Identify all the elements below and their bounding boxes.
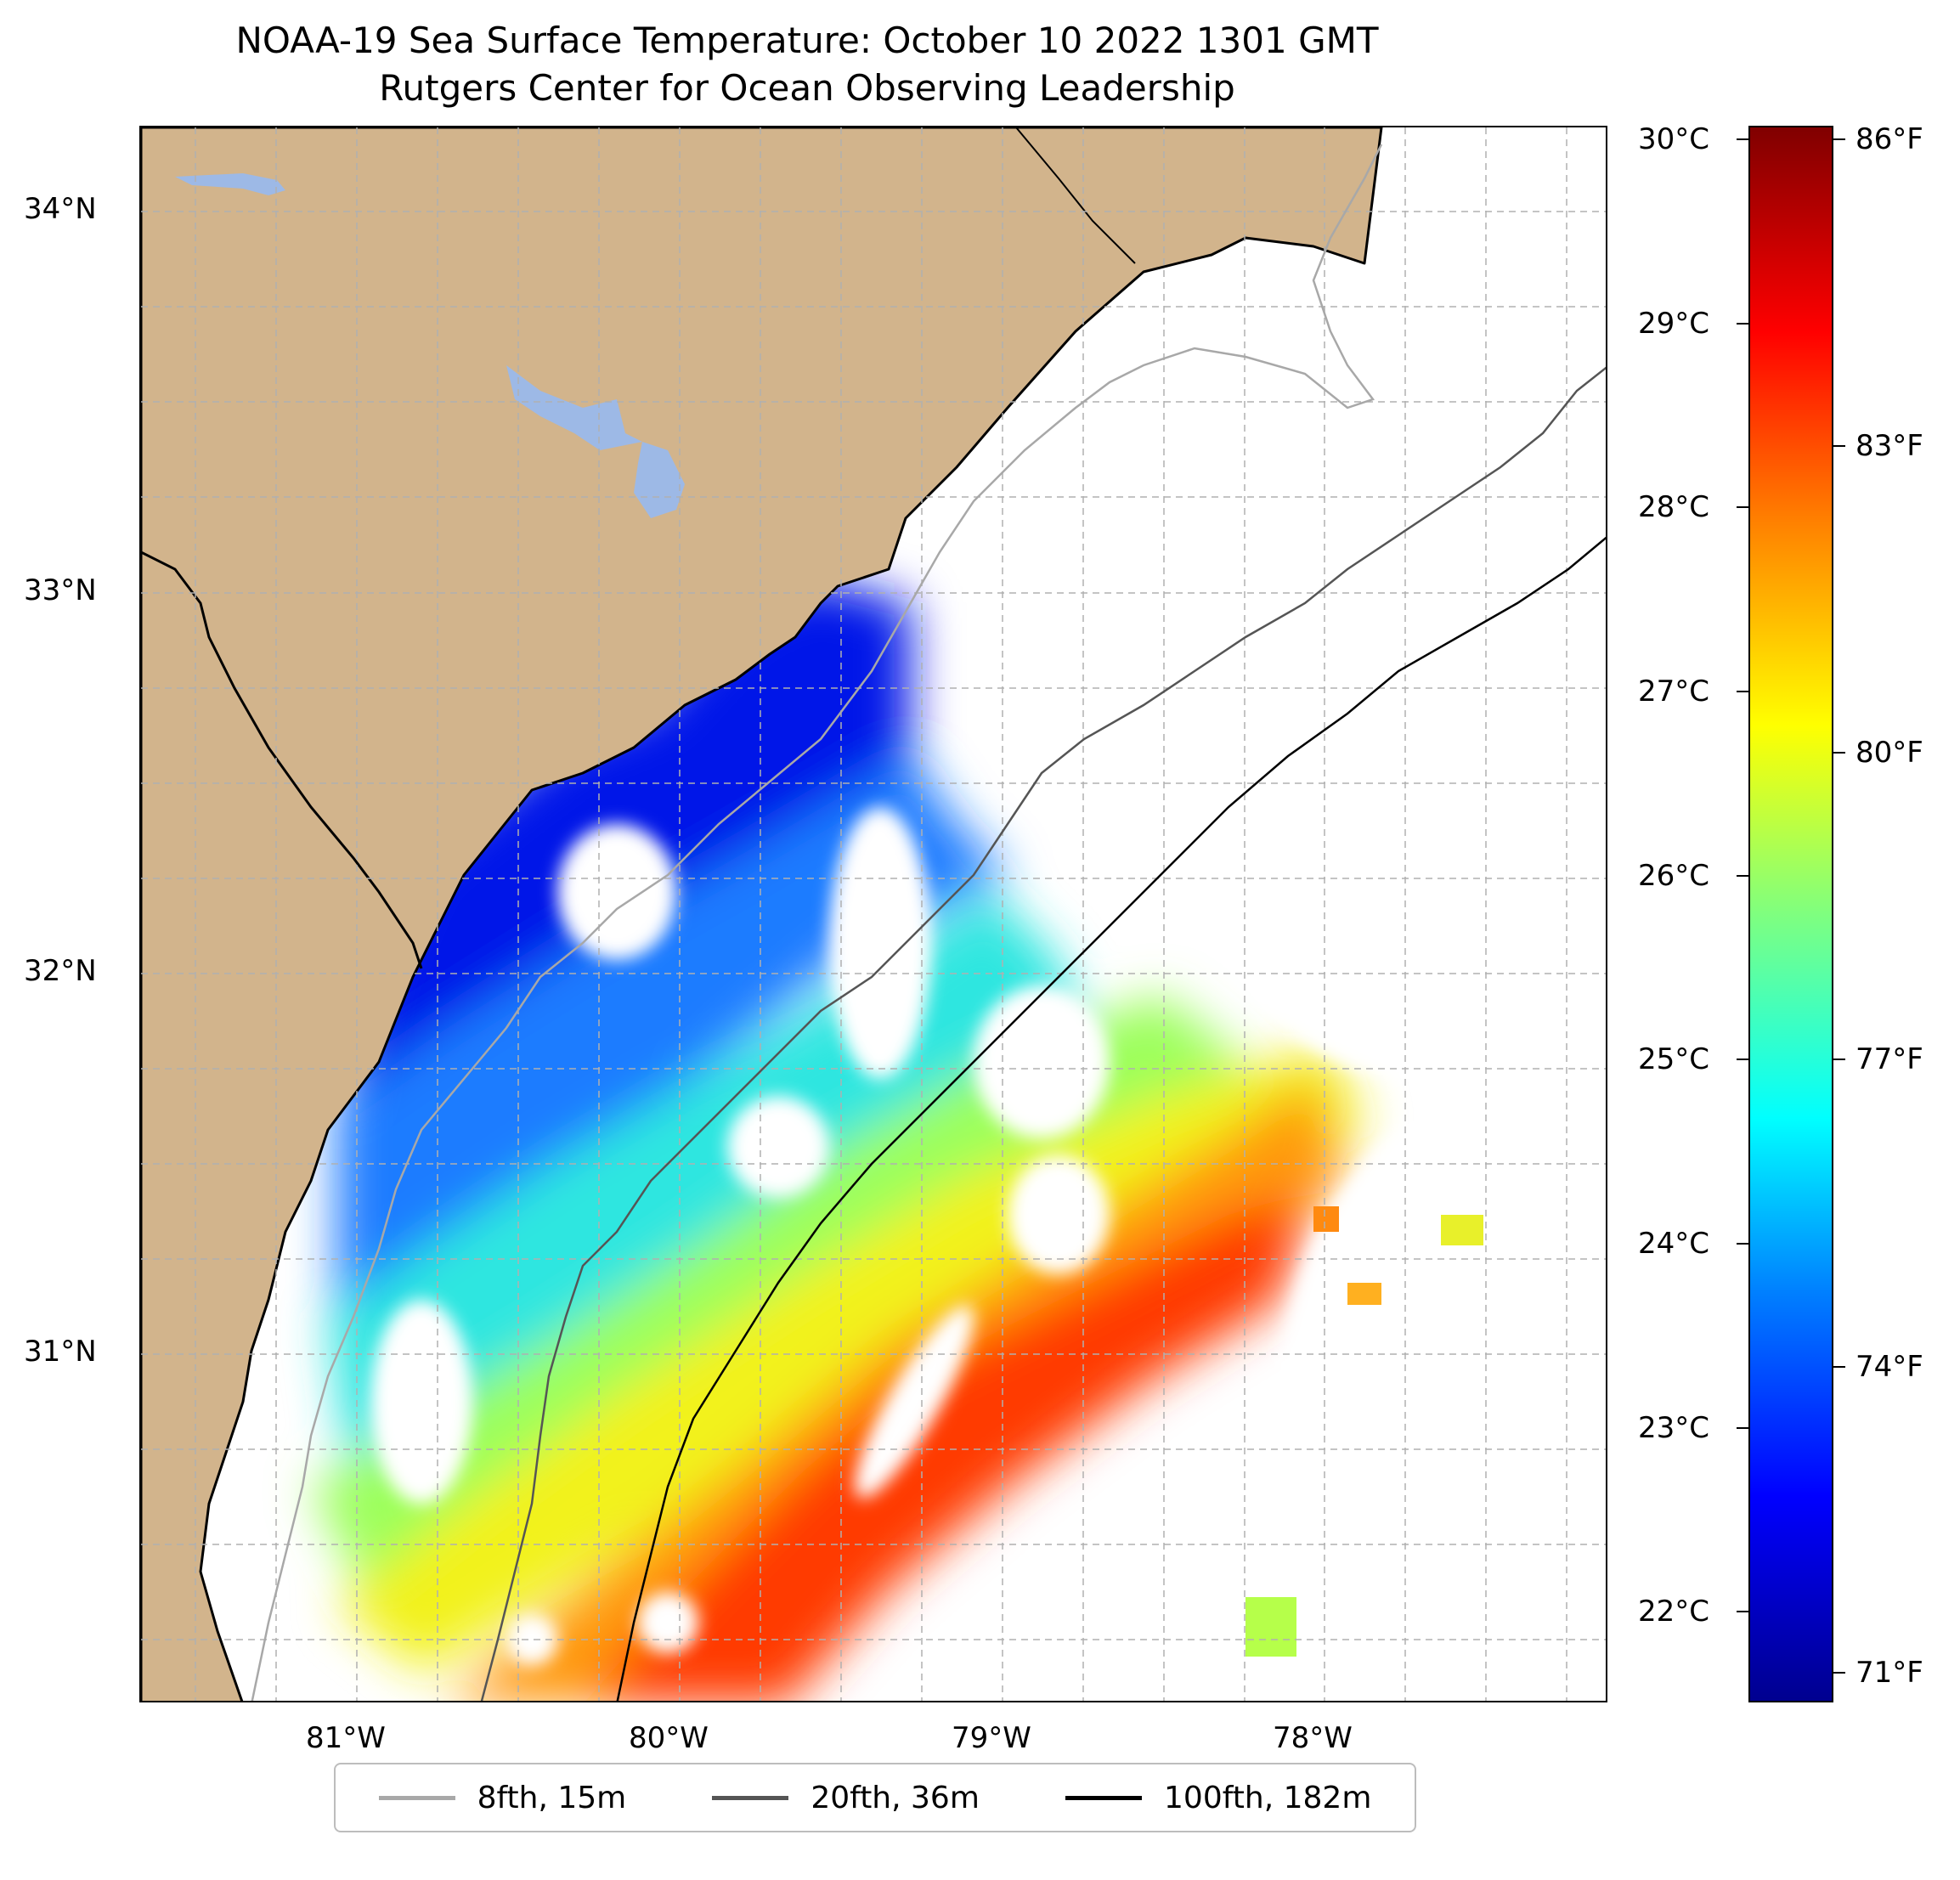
sst-patch — [1313, 1206, 1339, 1232]
sst-patches — [1245, 1206, 1483, 1657]
lake-upper — [175, 173, 285, 195]
lon-tick-label: 80°W — [629, 1721, 709, 1755]
colorbar-celsius-label: 24°C — [1638, 1227, 1710, 1261]
lakes — [175, 173, 685, 518]
map-subtitle: Rutgers Center for Ocean Observing Leade… — [379, 67, 1235, 109]
lake-marion — [506, 365, 642, 450]
legend-item-20fth: 20fth, 36m — [712, 1781, 980, 1815]
lon-tick-label: 81°W — [306, 1721, 386, 1755]
colorbar-fahrenheit-label: 74°F — [1856, 1350, 1923, 1384]
legend-label-8fth: 8fth, 15m — [477, 1780, 627, 1815]
colorbar-celsius-tick — [1737, 138, 1748, 140]
colorbar-fahrenheit-tick — [1833, 1672, 1845, 1674]
lake-moultrie — [634, 442, 685, 518]
colorbar-fahrenheit-tick — [1833, 752, 1845, 754]
legend-label-100fth: 100fth, 182m — [1164, 1780, 1372, 1815]
colorbar-fahrenheit-tick — [1833, 138, 1845, 140]
colorbar-fahrenheit-label: 77°F — [1856, 1042, 1923, 1076]
isobath-legend: 8fth, 15m 20fth, 36m 100fth, 182m — [334, 1763, 1416, 1832]
sst-patch — [1245, 1597, 1296, 1657]
colorbar-fahrenheit-tick — [1833, 1366, 1845, 1368]
state-border — [141, 550, 423, 969]
colorbar-celsius-tick — [1737, 1059, 1748, 1060]
legend-item-100fth: 100fth, 182m — [1065, 1781, 1371, 1815]
legend-label-20fth: 20fth, 36m — [811, 1780, 980, 1815]
lon-tick-label: 78°W — [1273, 1721, 1353, 1755]
colorbar-celsius-tick — [1737, 506, 1748, 508]
isobath-20fth — [480, 366, 1606, 1701]
colorbar-fahrenheit-label: 80°F — [1856, 736, 1923, 770]
legend-line-8fth — [378, 1795, 455, 1800]
sst-patch — [1441, 1215, 1483, 1245]
colorbar-fahrenheit-label: 86°F — [1856, 122, 1923, 156]
legend-item-8fth: 8fth, 15m — [378, 1780, 627, 1815]
colorbar-celsius-label: 22°C — [1638, 1595, 1710, 1629]
land-area — [141, 127, 1383, 1701]
colorbar-celsius-tick — [1737, 691, 1748, 692]
map-title: NOAA-19 Sea Surface Temperature: October… — [235, 20, 1379, 61]
colorbar-celsius-label: 27°C — [1638, 675, 1710, 709]
graticule — [141, 127, 1606, 1701]
colorbar-celsius-label: 26°C — [1638, 859, 1710, 893]
colorbar-celsius-label: 30°C — [1638, 122, 1710, 156]
lat-tick-label: 31°N — [24, 1335, 97, 1369]
colorbar-celsius-label: 28°C — [1638, 490, 1710, 524]
colorbar-fahrenheit-label: 83°F — [1856, 429, 1923, 463]
colorbar — [1748, 126, 1833, 1702]
sst-red-zone — [585, 1189, 1313, 1701]
colorbar-fahrenheit-tick — [1833, 445, 1845, 447]
colorbar-celsius-label: 23°C — [1638, 1411, 1710, 1445]
isobath-100fth — [616, 536, 1606, 1701]
lon-tick-label: 79°W — [952, 1721, 1031, 1755]
colorbar-celsius-tick — [1737, 1611, 1748, 1612]
colorbar-fahrenheit-label: 71°F — [1856, 1656, 1923, 1690]
lat-tick-label: 34°N — [24, 192, 97, 226]
legend-line-20fth — [712, 1795, 789, 1800]
colorbar-celsius-tick — [1737, 1243, 1748, 1245]
isobath-8fth — [251, 144, 1383, 1701]
sst-map[interactable] — [139, 126, 1607, 1702]
cloud-mask — [370, 365, 1606, 1701]
colorbar-celsius-tick — [1737, 875, 1748, 877]
sst-patch — [1347, 1283, 1381, 1305]
nc-sc-border — [1015, 127, 1136, 264]
colorbar-celsius-label: 25°C — [1638, 1042, 1710, 1076]
colorbar-celsius-label: 29°C — [1638, 307, 1710, 341]
map-canvas — [141, 127, 1606, 1701]
colorbar-fahrenheit-tick — [1833, 1059, 1845, 1060]
legend-line-100fth — [1065, 1795, 1143, 1800]
colorbar-celsius-tick — [1737, 1427, 1748, 1429]
lat-tick-label: 32°N — [24, 954, 97, 988]
colorbar-celsius-tick — [1737, 323, 1748, 325]
lat-tick-label: 33°N — [24, 573, 97, 607]
